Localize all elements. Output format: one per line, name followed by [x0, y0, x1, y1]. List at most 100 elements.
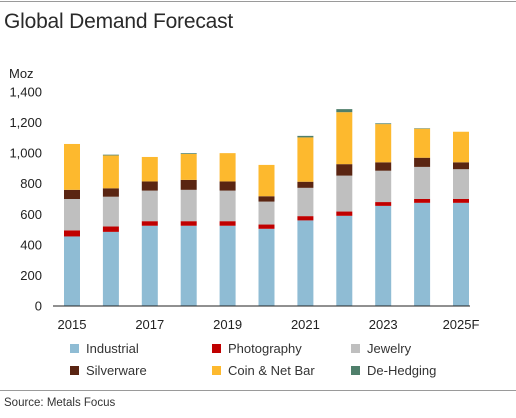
bar-segment [102, 196, 119, 227]
y-tick-label: 800 [20, 176, 42, 191]
bar-segment [336, 175, 353, 212]
bar-segment [375, 123, 392, 125]
x-tick-label: 2015 [58, 317, 87, 332]
bar-segment [141, 225, 158, 306]
bar-segment [375, 124, 392, 163]
bar-segment [102, 154, 119, 156]
x-tick-label: 2019 [213, 317, 242, 332]
bar-segment [102, 155, 119, 189]
bar-segment [453, 162, 469, 170]
top-rule [0, 1, 516, 2]
bar-segment [297, 181, 314, 188]
bar-segment [414, 166, 431, 199]
y-axis-label: Moz [9, 66, 34, 81]
bar-segment [258, 224, 275, 229]
y-tick-label: 400 [20, 237, 42, 252]
bar-segment [414, 199, 431, 203]
bar-segment [414, 128, 431, 158]
y-tick-label: 1,400 [9, 85, 42, 100]
y-tick-label: 0 [35, 299, 42, 314]
bar-segment [297, 137, 314, 182]
bar-segment [219, 190, 236, 222]
legend-item: De-Hedging [351, 360, 436, 380]
bar-segment [375, 202, 392, 206]
bar-segment [180, 225, 197, 306]
bar-segment [141, 221, 158, 226]
bar-segment [141, 156, 158, 182]
legend-label: Industrial [86, 340, 139, 356]
bar-segment [180, 189, 197, 222]
x-tick-label: 2025F [443, 317, 480, 332]
legend-label: Coin & Net Bar [228, 362, 315, 378]
bar-segment [102, 188, 119, 197]
bar-segment [64, 189, 80, 199]
bar-segment [453, 169, 469, 199]
bar-segment [336, 109, 353, 113]
bar-segment [336, 112, 353, 165]
bar-segment [102, 226, 119, 232]
legend-item: Photography [212, 338, 302, 358]
legend-swatch [212, 343, 221, 353]
bar-segment [102, 231, 119, 306]
legend-label: Photography [228, 340, 302, 356]
bar-segment [219, 181, 236, 191]
bar-segment [375, 205, 392, 306]
bar-segment [141, 181, 158, 191]
bar-segment [375, 170, 392, 203]
legend-swatch [70, 365, 79, 375]
bar-segment [258, 228, 275, 306]
y-tick-label: 600 [20, 207, 42, 222]
bar-segment [297, 135, 314, 138]
x-tick-label: 2021 [291, 317, 320, 332]
y-tick-label: 1,000 [9, 146, 42, 161]
bar-segment [453, 202, 469, 306]
x-tick-label: 2017 [135, 317, 164, 332]
bar-segment [180, 179, 197, 190]
bar-segment [414, 157, 431, 167]
bar-segment [258, 196, 275, 202]
bar-segment [219, 153, 236, 182]
x-axis-ticks: 2015 2017 2019 2021 2023 2025F [58, 317, 480, 332]
bars [64, 109, 469, 306]
bar-segment [414, 202, 431, 306]
legend-item: Jewelry [351, 338, 411, 358]
bar-segment [297, 187, 314, 217]
bar-segment [141, 190, 158, 222]
legend-label: Jewelry [367, 340, 412, 356]
bar-segment [258, 201, 275, 225]
source-note: Source: Metals Focus [4, 397, 116, 409]
bar-segment [64, 143, 80, 190]
bar-segment [297, 216, 314, 221]
bar-segment [64, 230, 80, 237]
bar-segment [375, 162, 392, 171]
bar-segment [336, 211, 353, 216]
bar-segment [64, 199, 80, 231]
bar-segment [336, 215, 353, 306]
bar-segment [180, 153, 197, 154]
y-axis-ticks: 0 200 400 600 800 1,000 1,200 1,400 [9, 85, 42, 314]
legend-label: Silverware [86, 362, 147, 378]
bar-segment [453, 199, 469, 203]
legend-item: Coin & Net Bar [212, 360, 315, 380]
y-tick-label: 200 [20, 268, 42, 283]
legend-label: De-Hedging [367, 362, 437, 378]
bar-segment [219, 221, 236, 226]
bar-segment [297, 220, 314, 306]
bar-segment [336, 164, 353, 176]
legend-swatch [70, 343, 79, 353]
bar-segment [180, 221, 197, 226]
bar-segment [258, 164, 275, 197]
chart-title: Global Demand Forecast [4, 10, 234, 33]
y-tick-label: 1,200 [9, 115, 42, 130]
bar-segment [219, 225, 236, 306]
bar-segment [180, 153, 197, 180]
bottom-rule [0, 390, 516, 391]
legend-item: Industrial [70, 338, 139, 358]
bar-segment [64, 236, 80, 306]
bar-segment [453, 131, 469, 163]
legend-swatch [351, 343, 360, 353]
legend-item: Silverware [70, 360, 147, 380]
legend-swatch [212, 365, 221, 375]
x-tick-label: 2023 [369, 317, 398, 332]
